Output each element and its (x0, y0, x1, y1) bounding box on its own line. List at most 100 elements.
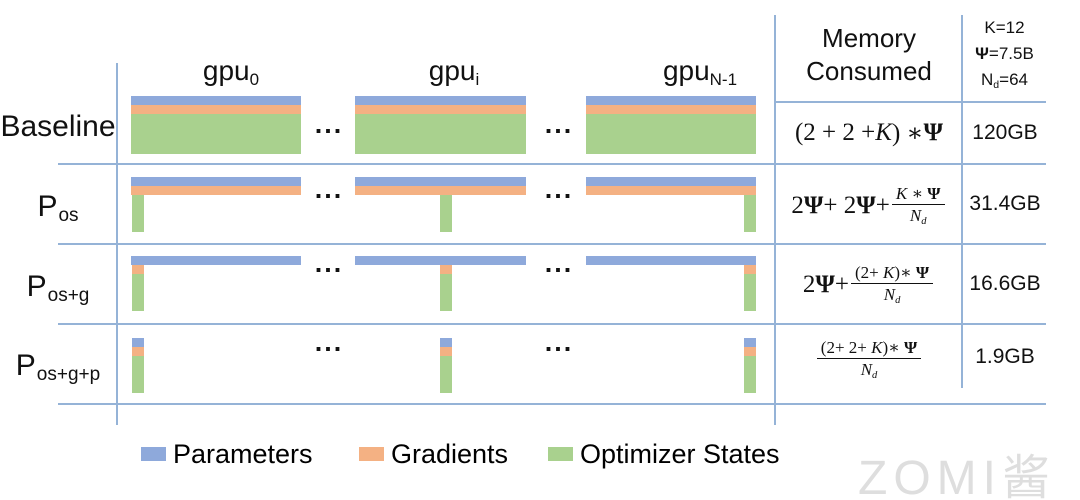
watermark: ZOMI酱 (858, 438, 1050, 500)
memory-value: 31.4GB (969, 192, 1041, 215)
grid-line-row-separator (58, 323, 1046, 325)
row-label-main: P (26, 270, 47, 303)
formula-token: N (860, 360, 873, 380)
row-label-baseline: Baseline (0, 105, 116, 149)
grid-line-memory-column (774, 15, 776, 425)
formula-token: Ψ (923, 119, 944, 146)
formula-token: d (895, 295, 901, 307)
gpu-label-subscript: N-1 (709, 70, 738, 89)
memory-formula: (2+ 2+ K)∗ Ψ Nd (778, 324, 960, 396)
row-label-subscript: os (58, 205, 79, 226)
memory-formula: (2 + 2 + K) ∗ Ψ (778, 97, 960, 169)
grid-line-row-separator (58, 163, 1046, 165)
formula-token: + (875, 192, 890, 219)
formula-fraction: (2+ 2+ K)∗ Ψ Nd (816, 337, 922, 383)
formula-token: Ψ (803, 192, 824, 219)
formula-token: K (883, 262, 895, 282)
memory-header-line1: Memory (822, 23, 916, 53)
ellipsis: ... (314, 174, 344, 204)
formula-token: )∗ (882, 337, 904, 357)
bar-optimizer_states-partition (440, 274, 452, 311)
bar-parameters-replicated (355, 96, 526, 105)
bar-gradients-replicated (131, 186, 301, 195)
bar-parameters-replicated (131, 96, 301, 105)
ellipsis: ... (314, 109, 344, 139)
gpu-label-text: gpu (662, 55, 710, 86)
formula-token: ∗ (907, 183, 928, 203)
legend-item-optimizer_states: Optimizer States (548, 436, 780, 472)
legend-label: Parameters (173, 438, 313, 469)
bar-gradients-replicated (586, 105, 756, 114)
row-label-main: P (15, 349, 36, 382)
bar-parameters-partition (132, 338, 144, 347)
grid-line-row-separator (58, 243, 1046, 245)
row-label-subscript: os+g (47, 285, 90, 306)
grid-line-row-separator (58, 403, 1046, 405)
formula-token: + 2 (823, 192, 857, 219)
formula-token: Ψ (903, 337, 918, 357)
gpu-label-text: gpu (428, 55, 476, 86)
fraction-denominator: Nd (861, 359, 878, 382)
gpu-column-header: gpu N-1 (640, 56, 760, 92)
formula-token: Ψ (856, 192, 876, 219)
formula-token: (2 + 2 + (794, 119, 876, 146)
bar-optimizer_states-replicated (355, 114, 526, 154)
optimizer_states-swatch (548, 447, 573, 461)
watermark-latin: ZOMI (858, 452, 1002, 500)
bar-parameters-replicated (131, 256, 301, 265)
memory-value: 120GB (972, 121, 1038, 144)
bar-optimizer_states-partition (132, 356, 144, 393)
legend: Parameters Gradients Optimizer States (0, 436, 1080, 472)
bar-parameters-replicated (355, 177, 526, 186)
fraction-numerator: K ∗ Ψ (891, 183, 945, 206)
bar-gradients-partition (132, 347, 144, 356)
formula-token: N (981, 70, 994, 89)
gpu-label-subscript: i (475, 70, 480, 89)
bar-gradients-partition (132, 265, 144, 274)
formula-token: K (875, 119, 892, 146)
gpu-column-header: gpu 0 (171, 56, 291, 92)
bar-parameters-replicated (131, 177, 301, 186)
bar-gradients-replicated (131, 105, 301, 114)
formula-token: + (834, 271, 850, 298)
formula-token: N (909, 206, 922, 226)
bar-gradients-partition (744, 347, 756, 356)
row-label-subscript: os+g+p (36, 364, 101, 385)
formula-token: ) ∗ (891, 120, 924, 147)
formula-token: K (895, 183, 908, 203)
bar-optimizer_states-partition (132, 195, 144, 232)
constant-line: K=12 (962, 15, 1047, 41)
bar-parameters-partition (744, 338, 756, 347)
formula-token: (2+ 2+ (820, 337, 872, 357)
ellipsis: ... (544, 174, 574, 204)
legend-item-gradients: Gradients (359, 436, 508, 472)
formula-token: N (883, 285, 896, 305)
constants-header: K=12 Ψ=7.5B Nd=64 (962, 15, 1047, 98)
formula-token: 2 (791, 192, 804, 219)
parameters-swatch (141, 447, 166, 461)
formula-token: d (872, 370, 878, 382)
grid-line-header-separator (775, 101, 1046, 103)
formula-token: Ψ (815, 271, 835, 298)
formula-token: Ψ (927, 183, 941, 203)
formula-fraction: K ∗ Ψ Nd (891, 183, 945, 229)
memory-value: 16.6GB (969, 272, 1041, 295)
memory-header-line2: Consumed (806, 56, 932, 86)
formula-token: d (921, 216, 927, 228)
formula-token: Ψ (975, 44, 989, 63)
constant-line: Ψ=7.5B (962, 41, 1047, 67)
watermark-cjk: 酱 (1001, 452, 1050, 500)
formula-token: =64 (999, 70, 1028, 89)
ellipsis: ... (544, 109, 574, 139)
ellipsis: ... (544, 327, 574, 357)
bar-optimizer_states-partition (744, 274, 756, 311)
bar-parameters-replicated (355, 256, 526, 265)
legend-label: Gradients (391, 438, 509, 469)
bar-gradients-replicated (355, 186, 526, 195)
bar-gradients-partition (440, 347, 452, 356)
